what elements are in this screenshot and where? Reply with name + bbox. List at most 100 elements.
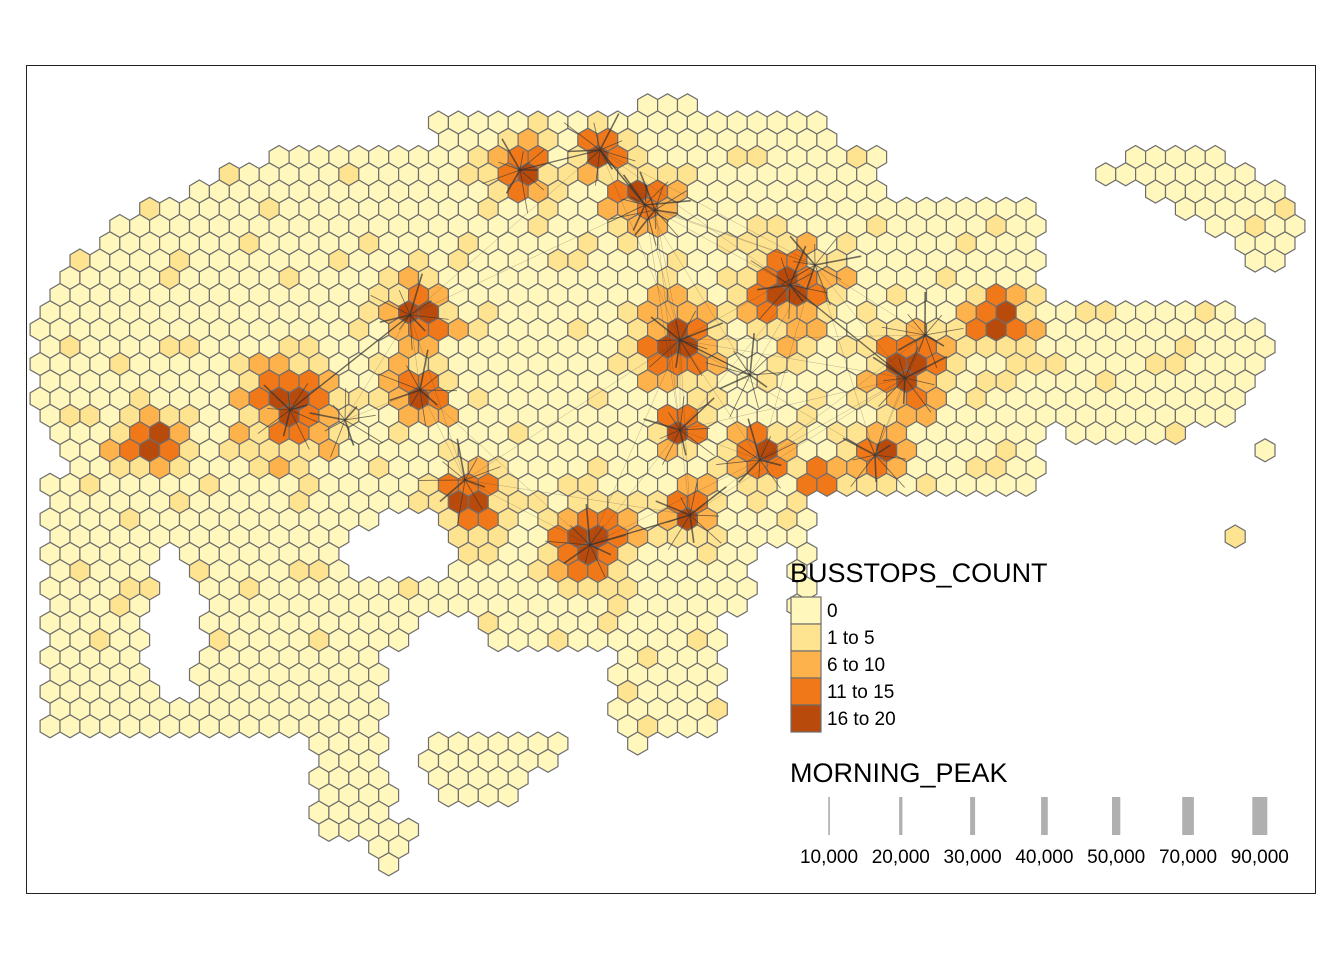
legend-line-label: 90,000 (1231, 847, 1289, 868)
flow-line (344, 314, 411, 421)
flow-line (654, 190, 687, 211)
flow-line (874, 454, 906, 460)
hexagon-cell (676, 714, 699, 739)
flow-line (498, 161, 521, 171)
hexagon-cell (159, 714, 181, 739)
flow-line (649, 339, 681, 368)
legend-label: 1 to 5 (827, 628, 875, 649)
hexagon-grid (29, 93, 1306, 877)
flow-line (409, 389, 421, 407)
flow-line (589, 459, 761, 546)
flow-line (644, 204, 670, 222)
flow-line (679, 339, 761, 461)
flow-line (654, 209, 678, 215)
hexagon-cell (876, 472, 898, 497)
flow-line (344, 387, 347, 421)
flow-line (655, 500, 691, 516)
flow-line (289, 314, 411, 411)
hexagon-cell (627, 731, 649, 756)
hexagon-cell (547, 627, 569, 653)
flow-line (632, 204, 646, 231)
legend-line-width-sample (1112, 797, 1121, 835)
flow-line (737, 444, 761, 461)
flow-line (519, 169, 545, 191)
flow-line (749, 333, 755, 376)
flow-line (545, 540, 591, 546)
flow-line (757, 284, 791, 291)
flow-line (814, 264, 876, 456)
legend-label: 16 to 20 (827, 709, 896, 730)
hexagon-cell (477, 783, 499, 808)
flow-line (874, 454, 905, 488)
flow-line (282, 409, 291, 437)
flow-line (749, 374, 759, 409)
flow-line (419, 389, 458, 392)
hexagon-cell (696, 714, 718, 739)
hexagon-cell (358, 507, 380, 532)
flow-line (419, 374, 439, 391)
hexagon-cell (278, 714, 300, 739)
flow-line (758, 284, 791, 321)
flow-line (867, 437, 876, 456)
flow-line (705, 362, 751, 376)
flow-line (907, 313, 926, 336)
hexagon-cell (1085, 420, 1107, 446)
flow-line (759, 436, 771, 461)
flow-line (419, 349, 429, 391)
flow-line (679, 429, 687, 456)
hexagon-cell (1144, 179, 1167, 204)
flow-line (662, 429, 681, 466)
flow-line (759, 377, 906, 461)
flow-line (585, 149, 601, 164)
flow-line (287, 391, 291, 411)
hexagon-cell (567, 627, 589, 653)
flow-line (679, 377, 906, 431)
legend-morning-peak-title: MORNING_PEAK (790, 758, 1008, 788)
flow-line (644, 181, 669, 206)
hexagon-cell (139, 714, 161, 739)
flow-line (289, 404, 308, 411)
hexagon-cell (437, 783, 459, 808)
hexagon-cell (198, 714, 220, 739)
flow-line (599, 149, 636, 162)
legend-swatch (790, 596, 822, 625)
hexagon-cell (447, 593, 469, 618)
flow-line (464, 466, 501, 481)
hexagon-cell (1095, 162, 1117, 187)
flow-line (589, 525, 605, 546)
flow-line (716, 459, 761, 465)
hexagon-cell (338, 817, 360, 842)
flow-line (814, 264, 831, 306)
legend-line-width-sample (970, 797, 976, 835)
legend-line-width-sample (1252, 797, 1268, 835)
hexagon-cell (1164, 420, 1187, 446)
flow-line (679, 339, 703, 376)
hexagon-cell (388, 489, 410, 515)
flow-line (589, 544, 612, 556)
legend-line-width-sample (828, 797, 830, 835)
flow-line (639, 171, 656, 211)
flow-line (505, 169, 521, 194)
flow-line (679, 429, 715, 457)
flow-line (599, 149, 646, 206)
legend-line-label: 40,000 (1015, 847, 1073, 868)
flow-line (852, 454, 876, 461)
hexagon-cell (427, 593, 449, 618)
legend-line-label: 70,000 (1159, 847, 1217, 868)
flow-line (398, 314, 411, 330)
flow-line (599, 140, 623, 151)
flow-line (679, 322, 724, 341)
flow-line (344, 419, 355, 446)
flow-line (289, 409, 310, 450)
flow-line (643, 418, 681, 431)
hexagon-cell (79, 714, 101, 739)
hexagon-cell (218, 714, 240, 739)
flow-line (567, 149, 601, 153)
flow-line (679, 339, 691, 516)
flow-line (634, 209, 656, 236)
flow-line (874, 444, 891, 456)
flow-line (644, 204, 751, 376)
flow-line (904, 377, 932, 413)
hexagon-cell (935, 472, 957, 497)
